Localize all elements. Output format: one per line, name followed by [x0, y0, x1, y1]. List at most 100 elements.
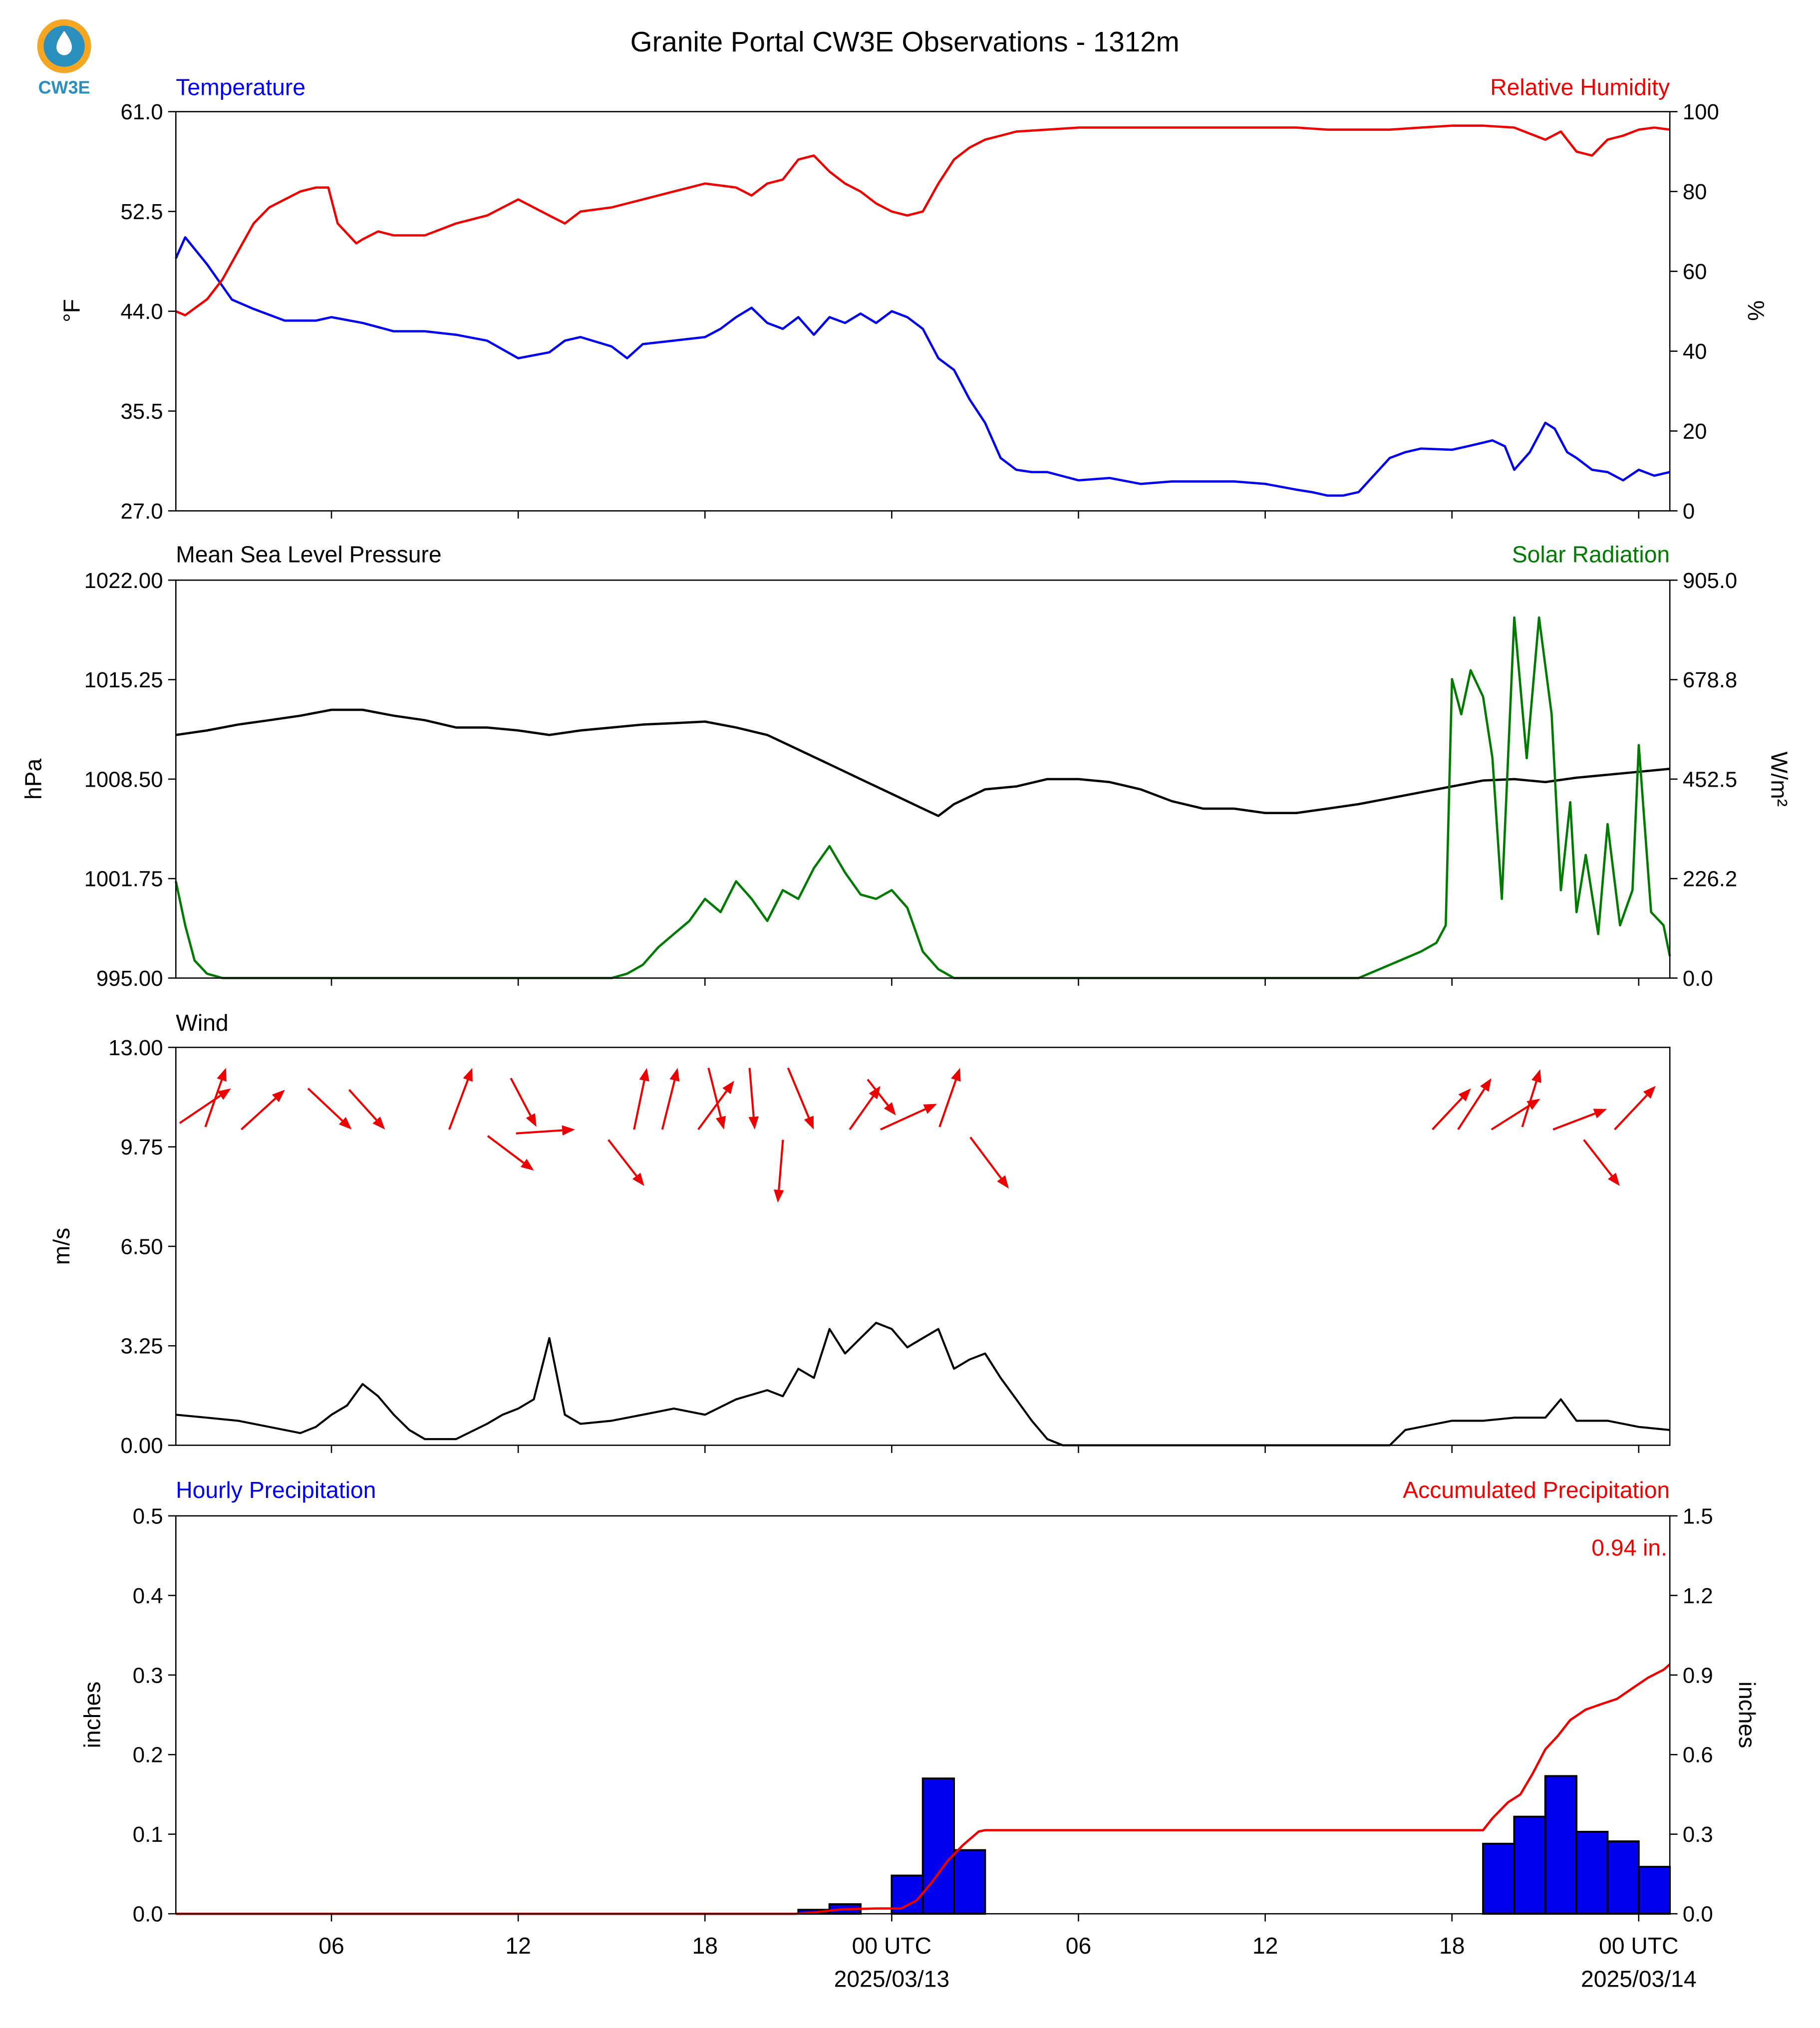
wind-arrow-shaft	[348, 1089, 377, 1121]
solar-right-tick-label: 226.2	[1683, 867, 1737, 891]
temperature-left-tick-label: 61.0	[120, 100, 163, 124]
wind-speed-line	[176, 1322, 1670, 1447]
wind-arrow-shaft	[787, 1067, 810, 1118]
wind-arrow-head	[923, 1104, 937, 1114]
wind-arrow-head	[774, 1189, 784, 1203]
wind-arrow-head	[526, 1113, 537, 1127]
x-tick-label: 12	[1252, 1933, 1278, 1959]
wind-arrow	[1614, 1086, 1656, 1131]
wind-arrow-shaft	[448, 1079, 469, 1130]
solar-ylabel: W/m²	[1766, 752, 1792, 807]
hourly-precip-left-tick-label: 0.4	[133, 1584, 163, 1608]
pressure-left-tick-label: 1001.75	[84, 867, 163, 891]
wind-arrow-shaft	[748, 1068, 755, 1117]
wind-arrow-shaft	[661, 1080, 676, 1130]
hourly-precip-left-tick-label: 0.3	[133, 1663, 163, 1688]
accum-precip-right-tick-label: 0.6	[1683, 1743, 1713, 1767]
wind-arrow-head	[1531, 1069, 1541, 1083]
wind-arrow-head	[639, 1068, 649, 1082]
wind-arrow-head	[217, 1088, 231, 1100]
wind-ylabel: m/s	[48, 1228, 74, 1265]
solar-right-tick-label: 678.8	[1683, 668, 1737, 692]
wind-arrow	[880, 1104, 937, 1131]
wind-panel: Wind 13.00 9.75 6.50 3.25 0.00 m/s	[48, 1010, 1671, 1458]
precip-bar	[1513, 1815, 1546, 1915]
precip-bar	[1637, 1866, 1671, 1915]
x-tick-label: 18	[1439, 1933, 1465, 1959]
precip-bar	[953, 1849, 986, 1915]
accum-precip-ylabel: inches	[1734, 1682, 1760, 1748]
wind-arrow-head	[1593, 1109, 1607, 1119]
wind-arrow	[1521, 1069, 1541, 1128]
wind-arrow	[661, 1068, 680, 1130]
wind-arrow-head	[632, 1172, 644, 1186]
hourly-precip-left-tick-label: 0.1	[133, 1822, 163, 1847]
accum-precip-right-tick-label: 0.9	[1683, 1663, 1713, 1688]
pressure-left-tick-label: 995.00	[96, 966, 163, 991]
wind-arrow	[774, 1140, 784, 1203]
wind-arrow-head	[804, 1116, 814, 1130]
wind-arrow-shaft	[1491, 1105, 1530, 1131]
wind-arrow-head	[463, 1068, 473, 1082]
x-tick-label: 18	[692, 1933, 718, 1959]
hourly-precip-title: Hourly Precipitation	[176, 1477, 376, 1503]
logo-text: CW3E	[38, 77, 90, 98]
chart-title: Granite Portal CW3E Observations - 1312m	[630, 26, 1180, 57]
solar-title: Solar Radiation	[1512, 541, 1670, 567]
wind-arrow-shaft	[204, 1080, 223, 1128]
accum-precip-right-tick-label: 0.3	[1683, 1822, 1713, 1847]
x-date-label: 2025/03/14	[1581, 1966, 1697, 1992]
wind-left-tick-label: 13.00	[108, 1036, 163, 1060]
pressure-title: Mean Sea Level Pressure	[176, 541, 441, 567]
x-tick-label: 00 UTC	[1599, 1933, 1678, 1959]
wind-arrow	[241, 1090, 285, 1131]
wind-arrow-head	[1607, 1172, 1620, 1186]
accum-total-label: 0.94 in.	[1591, 1535, 1667, 1561]
wind-arrow-shaft	[307, 1088, 343, 1122]
wind-arrow	[204, 1068, 227, 1128]
wind-arrow	[748, 1068, 759, 1130]
wind-arrow-shaft	[1521, 1081, 1537, 1128]
precip-bar	[1575, 1830, 1609, 1915]
wind-arrow-shaft	[1614, 1094, 1648, 1131]
hourly-precip-left-tick-label: 0.2	[133, 1743, 163, 1767]
wind-arrow	[969, 1137, 1009, 1189]
wind-arrow-head	[272, 1090, 285, 1103]
humidity-line	[175, 124, 1670, 316]
pressure-left-tick-label: 1015.25	[84, 668, 163, 692]
temperature-humidity-panel: Temperature Relative Humidity 61.0 52.5 44.0…	[58, 74, 1769, 524]
temperature-left-tick-label: 27.0	[120, 499, 163, 524]
wind-arrow-head	[520, 1159, 534, 1171]
precip-bar	[1482, 1842, 1516, 1915]
wind-arrow	[1583, 1139, 1620, 1186]
pressure-left-tick-label: 1008.50	[84, 767, 163, 792]
humidity-right-tick-label: 0	[1683, 499, 1695, 524]
wind-arrow-head	[722, 1081, 734, 1095]
wind-arrow-head	[748, 1116, 759, 1130]
accum-precip-right-tick-label: 1.5	[1683, 1504, 1713, 1528]
humidity-right-tick-label: 40	[1683, 339, 1707, 364]
pressure-solar-panel: Mean Sea Level Pressure Solar Radiation 10…	[20, 541, 1792, 991]
wind-arrow-shaft	[1583, 1139, 1613, 1177]
solar-line	[174, 616, 1671, 979]
wind-arrow-shaft	[849, 1096, 874, 1131]
pressure-line	[175, 708, 1670, 818]
wind-arrow-shaft	[1431, 1097, 1463, 1131]
wind-arrow-shaft	[487, 1135, 525, 1164]
wind-arrow	[938, 1068, 961, 1128]
wind-arrow-shaft	[880, 1108, 926, 1131]
wind-arrow	[607, 1139, 644, 1186]
wind-arrow-shaft	[516, 1129, 563, 1135]
wind-arrow	[487, 1135, 534, 1171]
accum-precip-line	[176, 1663, 1671, 1915]
wind-arrow-head	[562, 1125, 575, 1136]
wind-arrow	[179, 1088, 231, 1124]
wind-arrow-shaft	[969, 1137, 1002, 1179]
wind-left-tick-label: 6.50	[120, 1234, 163, 1259]
x-tick-label: 06	[1066, 1933, 1091, 1959]
x-tick-label: 06	[318, 1933, 344, 1959]
wind-left-tick-label: 9.75	[120, 1135, 163, 1159]
wind-arrow	[1431, 1088, 1471, 1131]
wind-arrow-shaft	[607, 1139, 637, 1177]
x-date-label: 2025/03/13	[834, 1966, 950, 1992]
